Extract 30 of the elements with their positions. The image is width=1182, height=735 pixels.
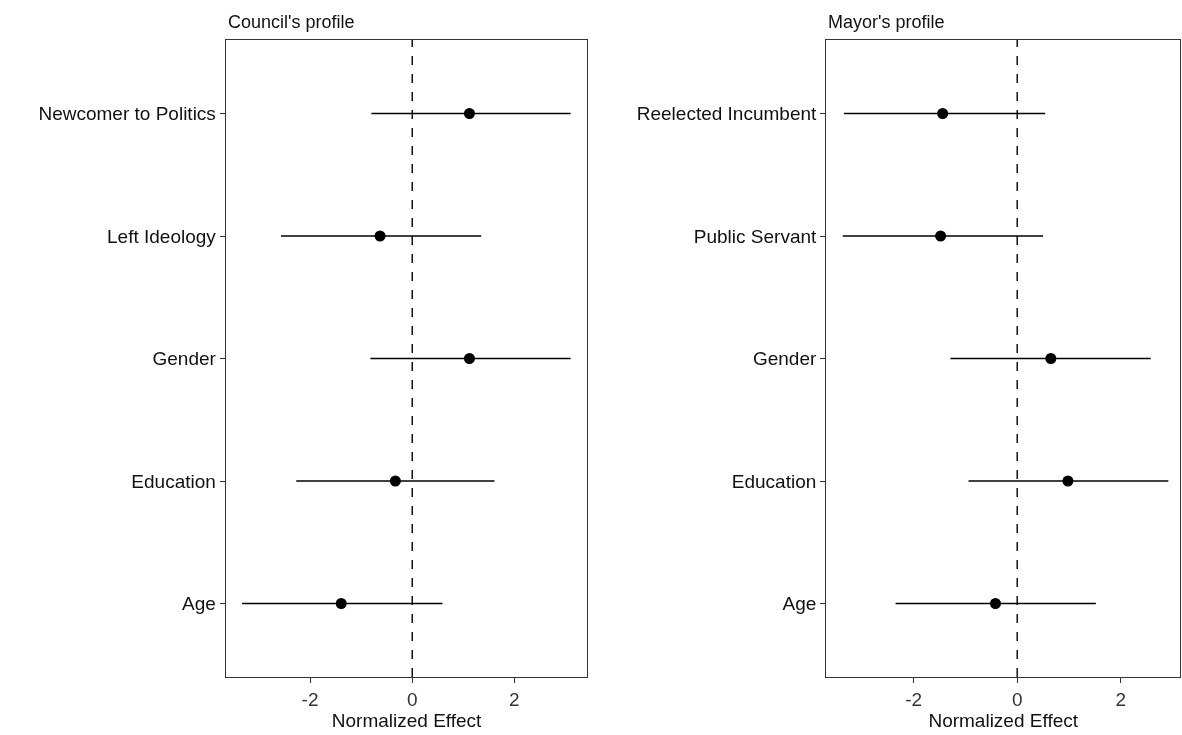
x-tick-label: 0 — [406, 688, 418, 710]
point — [463, 353, 475, 364]
point — [374, 230, 386, 242]
point — [335, 598, 347, 609]
x-tick-label: 2 — [1115, 688, 1126, 710]
point — [1062, 475, 1074, 487]
point — [937, 108, 949, 119]
chart-title: Council's profile — [228, 12, 355, 32]
point — [463, 108, 475, 119]
y-tick-label: Public Servant — [693, 225, 818, 247]
y-tick-label: Gender — [752, 348, 817, 370]
y-tick-label: Gender — [152, 348, 217, 370]
y-tick-label: Education — [731, 470, 817, 492]
y-tick-label: Education — [131, 470, 216, 492]
x-tick-label: 2 — [509, 688, 520, 710]
x-tick-label: -2 — [905, 688, 923, 710]
point — [389, 475, 401, 487]
x-tick-label: -2 — [301, 688, 319, 710]
y-tick-label: Age — [782, 593, 817, 615]
x-axis-title: Normalized Effect — [331, 709, 483, 731]
point — [935, 230, 947, 242]
point — [1045, 353, 1057, 364]
chart-title: Mayor's profile — [828, 12, 945, 32]
y-tick-label: Left Ideology — [107, 225, 217, 247]
y-tick-label: Newcomer to Politics — [38, 103, 216, 125]
point — [989, 598, 1001, 609]
x-axis-title: Normalized Effect — [928, 709, 1079, 731]
x-tick-label: 0 — [1011, 688, 1023, 710]
y-tick-label: Reelected Incumbent — [636, 103, 818, 125]
y-tick-label: Age — [182, 593, 216, 615]
